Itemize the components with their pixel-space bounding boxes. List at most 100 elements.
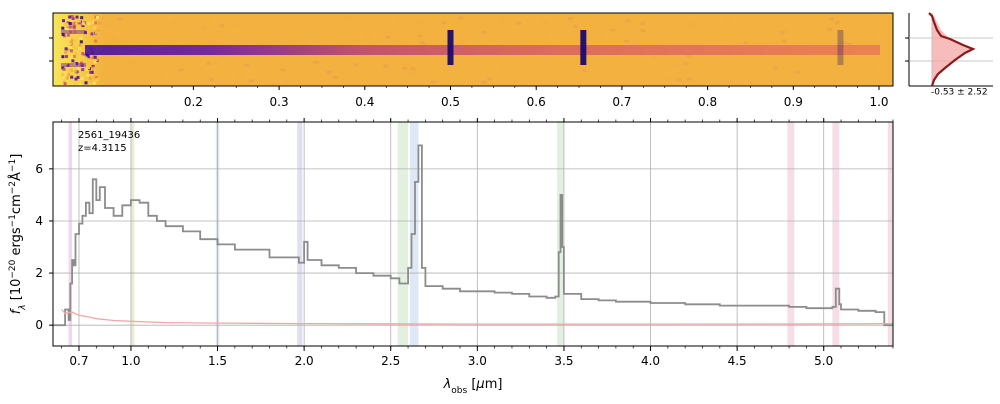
top-axis-tick-label: 0.2 bbox=[184, 95, 203, 109]
noise-pixel bbox=[97, 21, 103, 25]
x-axis: 0.7 1.0 1.5 2.0 2.5 3.0 3.5 4.0 4.5 5.0 bbox=[61, 118, 894, 368]
noise-pixel bbox=[640, 28, 646, 32]
noise-pixel bbox=[748, 81, 754, 85]
y-axis-tick-label: 4 bbox=[35, 214, 43, 228]
noise-pixel bbox=[76, 67, 80, 71]
noise-pixel bbox=[686, 77, 692, 81]
noise-pixel bbox=[481, 80, 487, 84]
line-band bbox=[787, 122, 795, 346]
noise-pixel bbox=[674, 62, 680, 66]
x-axis-tick-label: 4.5 bbox=[728, 354, 747, 368]
noise-pixel bbox=[841, 41, 847, 45]
x-axis-tick-label: 2.0 bbox=[295, 354, 314, 368]
noise-pixel bbox=[95, 29, 101, 33]
noise-pixel bbox=[87, 55, 91, 59]
noise-pixel bbox=[573, 24, 579, 28]
profile-line bbox=[928, 12, 976, 87]
noise-pixel bbox=[99, 16, 105, 20]
noise-pixel bbox=[542, 35, 548, 39]
noise-pixel bbox=[78, 46, 82, 50]
noise-pixel bbox=[280, 68, 286, 72]
profile-annotation: -0.53 ± 2.52 bbox=[931, 88, 988, 98]
noise-pixel bbox=[233, 23, 239, 27]
noise-pixel bbox=[80, 77, 84, 81]
noise-pixel bbox=[64, 62, 68, 66]
top-axis-tick-label: 0.8 bbox=[698, 95, 717, 109]
noise-pixel bbox=[67, 36, 71, 40]
noise-pixel bbox=[74, 77, 78, 81]
noise-pixel bbox=[541, 23, 546, 27]
noise-pixel bbox=[117, 17, 123, 21]
noise-pixel bbox=[75, 15, 79, 19]
noise-pixel bbox=[870, 33, 876, 37]
noise-pixel bbox=[772, 66, 778, 70]
grid bbox=[53, 122, 893, 346]
line-band bbox=[68, 122, 73, 346]
noise-pixel bbox=[94, 76, 98, 80]
spectrum-2d-emission-lines bbox=[447, 30, 844, 65]
noise-pixel bbox=[846, 42, 852, 46]
y-axis-tick-label: 0 bbox=[35, 318, 43, 332]
noise-pixel bbox=[92, 81, 96, 85]
object-id-label: 2561_19436 bbox=[78, 130, 140, 141]
noise-pixel bbox=[73, 55, 76, 58]
y-axis-label: fλ [10−20 ergs−1cm−2Å−1] bbox=[8, 154, 28, 315]
noise-pixel bbox=[64, 47, 68, 51]
noise-pixel bbox=[96, 16, 99, 19]
noise-pixel bbox=[93, 55, 97, 59]
noise-pixel bbox=[418, 20, 424, 24]
x-axis-tick-label: 0.7 bbox=[69, 354, 88, 368]
noise-pixel bbox=[71, 17, 75, 20]
noise-pixel bbox=[88, 83, 92, 86]
y-axis-tick-label: 6 bbox=[35, 162, 43, 176]
noise-pixel bbox=[65, 23, 69, 27]
noise-pixel bbox=[406, 73, 412, 76]
noise-pixel bbox=[383, 64, 389, 68]
noise-pixel bbox=[81, 52, 85, 56]
noise-pixel bbox=[85, 53, 89, 57]
noise-pixel bbox=[68, 22, 72, 25]
noise-pixel bbox=[195, 22, 201, 26]
noise-pixel bbox=[67, 73, 71, 77]
noise-pixel bbox=[487, 77, 493, 81]
line-band bbox=[130, 122, 135, 346]
noise-pixel bbox=[93, 60, 97, 64]
noise-pixel bbox=[652, 55, 658, 59]
noise-pixel bbox=[76, 41, 80, 45]
noise-pixel bbox=[61, 73, 65, 77]
noise-pixel bbox=[834, 21, 840, 25]
noise-pixel bbox=[80, 61, 83, 65]
noise-pixel bbox=[69, 40, 73, 44]
noise-pixel bbox=[158, 72, 164, 75]
noise-pixel bbox=[94, 39, 98, 43]
noise-pixel bbox=[420, 41, 426, 45]
top-axis-tick-label: 0.7 bbox=[612, 95, 631, 109]
noise-pixel bbox=[178, 68, 184, 72]
top-axis-tick-label: 0.4 bbox=[355, 95, 374, 109]
noise-pixel bbox=[66, 48, 70, 52]
noise-pixel bbox=[499, 17, 505, 21]
noise-pixel bbox=[71, 44, 75, 48]
top-axis-tick-label: 0.9 bbox=[784, 95, 803, 109]
noise-pixel bbox=[61, 26, 65, 30]
spectrum-1d-frame bbox=[52, 121, 894, 347]
noise-pixel bbox=[70, 15, 74, 18]
noise-pixel bbox=[725, 19, 731, 23]
noise-pixel bbox=[417, 34, 423, 38]
noise-pixel bbox=[206, 62, 212, 65]
noise-pixel bbox=[411, 71, 417, 75]
noise-pixel bbox=[70, 49, 73, 53]
noise-pixel bbox=[62, 19, 65, 23]
spectrum-1d-panel: 0.7 1.0 1.5 2.0 2.5 3.0 3.5 4.0 4.5 5.0 0 2 4 6 2561… bbox=[8, 118, 894, 396]
line-band bbox=[832, 122, 840, 346]
noise-pixel bbox=[516, 21, 522, 25]
noise-pixel bbox=[542, 20, 548, 24]
noise-pixel bbox=[68, 25, 72, 29]
noise-pixel bbox=[441, 21, 447, 25]
noise-pixel bbox=[87, 66, 90, 70]
noise-pixel bbox=[91, 66, 95, 70]
noise-pixel bbox=[79, 36, 83, 40]
noise-pixel bbox=[458, 16, 463, 20]
noise-pixel bbox=[208, 77, 214, 81]
